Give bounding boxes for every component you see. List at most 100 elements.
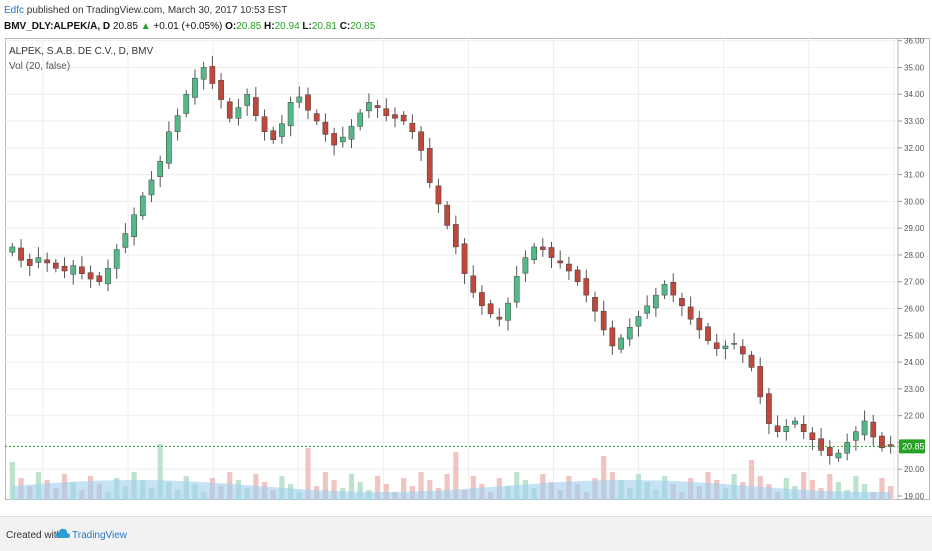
candle-body xyxy=(226,101,233,119)
candle-body xyxy=(183,93,190,114)
candle-body xyxy=(461,243,468,274)
volume-bar xyxy=(601,456,607,500)
price-tick-label: 24.00 xyxy=(904,358,925,367)
price-tick-label: 27.00 xyxy=(904,278,925,287)
volume-bar xyxy=(453,452,459,500)
volume-bar xyxy=(331,480,337,500)
candle-body xyxy=(496,316,503,320)
candle-body xyxy=(539,246,546,250)
volume-bar xyxy=(853,476,859,500)
candle-body xyxy=(348,126,355,140)
candle-body xyxy=(87,272,94,280)
grid xyxy=(5,38,898,500)
candle-body xyxy=(313,113,320,122)
candle-body xyxy=(800,423,807,432)
chart-header: Edfc published on TradingView.com, March… xyxy=(0,0,932,36)
price-chart[interactable]: 19.0020.0021.0022.0023.0024.0025.0026.00… xyxy=(5,37,930,514)
candle-body xyxy=(766,393,772,424)
created-with-text: Created with xyxy=(6,530,63,541)
candle-body xyxy=(731,343,737,345)
volume-bar xyxy=(157,444,163,500)
high-value: 20.94 xyxy=(274,21,300,32)
candle-body xyxy=(322,121,329,135)
candle-body xyxy=(52,262,59,269)
open-value: 20.85 xyxy=(236,21,262,32)
candle-body xyxy=(131,214,137,237)
candle-body xyxy=(879,435,885,449)
candle-body xyxy=(9,246,16,253)
candle-body xyxy=(192,77,198,98)
candle-body xyxy=(174,115,181,132)
tradingview-brand-link[interactable]: TradingView xyxy=(72,530,128,541)
candle-body xyxy=(166,131,172,164)
candle-body xyxy=(635,316,642,327)
candle-body xyxy=(652,294,659,309)
series-legend: ALPEK, S.A.B. DE C.V., D, BMV xyxy=(9,46,153,57)
candle-body xyxy=(270,130,277,141)
quote-line: BMV_DLY:ALPEK/A, D 20.85 ▲ +0.01 (+0.05%… xyxy=(4,21,375,32)
symbol-label[interactable]: BMV_DLY:ALPEK/A, D xyxy=(4,21,111,32)
price-tick-label: 29.00 xyxy=(904,224,925,233)
published-text: published on TradingView.com, March 30, … xyxy=(26,5,288,16)
volume-bar xyxy=(322,472,329,500)
last-price-tag: 20.85 xyxy=(899,439,925,454)
candle-body xyxy=(61,265,68,272)
candle-body xyxy=(18,247,24,261)
candle-body xyxy=(592,297,598,312)
candle-body xyxy=(235,107,242,119)
chart-area[interactable]: 19.0020.0021.0022.0023.0024.0025.0026.00… xyxy=(5,37,930,514)
candle-body xyxy=(861,420,868,436)
candle-body xyxy=(26,258,33,266)
price-axis[interactable]: 19.0020.0021.0022.0023.0024.0025.0026.00… xyxy=(897,37,925,501)
candle-body xyxy=(392,114,398,119)
candle-body xyxy=(157,160,164,177)
price-tick-label: 28.00 xyxy=(904,251,925,260)
price-tick-label: 22.00 xyxy=(904,412,925,421)
candle-body xyxy=(583,278,590,296)
volume-bar xyxy=(470,476,476,500)
candle-body xyxy=(705,326,711,341)
candle-body xyxy=(113,249,120,269)
price-change: +0.01 (+0.05%) xyxy=(153,21,223,32)
price-tick-label: 33.00 xyxy=(904,117,925,126)
volume-bar xyxy=(835,482,842,500)
candle-body xyxy=(792,420,798,425)
volume-bar xyxy=(9,462,15,500)
volume-bar xyxy=(357,482,363,500)
tradingview-cloud-icon xyxy=(56,528,70,538)
volume-bar xyxy=(418,472,424,500)
candle-body xyxy=(661,284,668,296)
volume-bar xyxy=(801,472,807,500)
last-price-tag-label: 20.85 xyxy=(902,441,925,451)
volume-bar xyxy=(809,480,815,500)
price-tick-label: 20.00 xyxy=(904,465,925,474)
candle-body xyxy=(70,265,77,275)
candle-body xyxy=(748,354,755,368)
volume-bar xyxy=(444,474,450,500)
candle-body xyxy=(35,257,42,263)
price-tick-label: 25.00 xyxy=(904,331,925,340)
candle-body xyxy=(818,438,824,451)
candle-body xyxy=(626,327,633,340)
candle-body xyxy=(522,257,529,274)
price-tick-label: 34.00 xyxy=(904,90,925,99)
candle-body xyxy=(687,306,694,320)
volume-bar xyxy=(827,474,833,500)
price-tick-label: 35.00 xyxy=(904,63,925,72)
last-price: 20.85 xyxy=(112,21,138,32)
low-label: L: xyxy=(302,21,312,32)
candle-body xyxy=(479,292,485,307)
candle-body xyxy=(444,204,451,226)
price-tick-label: 26.00 xyxy=(904,305,925,314)
up-arrow-icon: ▲ xyxy=(140,21,151,32)
candle-body xyxy=(870,421,877,438)
volume-bar xyxy=(401,478,407,500)
close-value: 20.85 xyxy=(350,21,376,32)
author-link[interactable]: Edfc xyxy=(4,5,25,16)
candle-body xyxy=(548,247,555,258)
candle-body xyxy=(513,276,520,303)
candle-body xyxy=(209,66,216,84)
volume-bar xyxy=(748,460,755,500)
candle-body xyxy=(96,275,103,282)
candle-body xyxy=(435,185,442,205)
